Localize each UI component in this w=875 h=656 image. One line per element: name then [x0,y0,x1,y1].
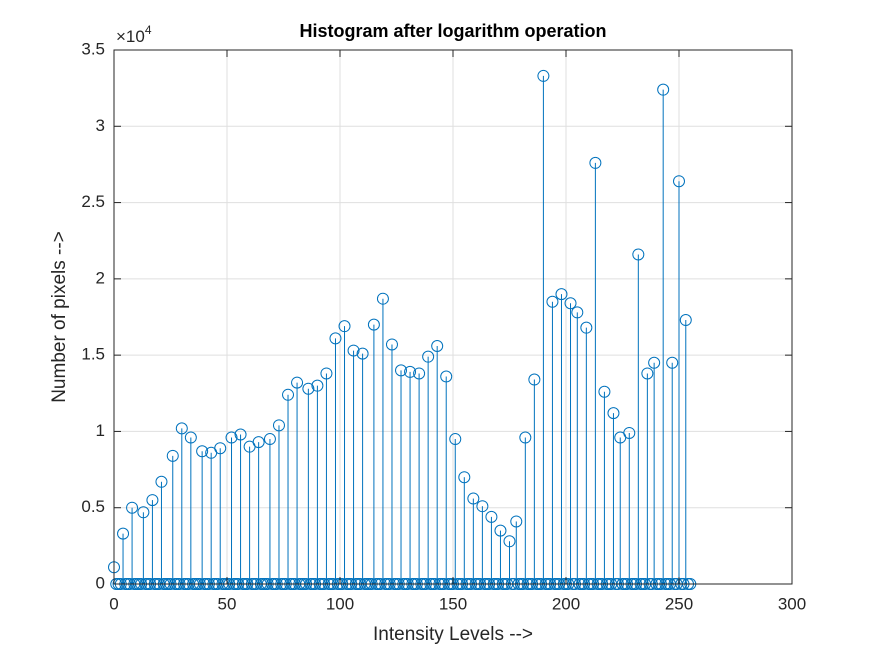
x-tick-label: 100 [326,594,354,613]
stem-marker [528,373,541,386]
stem-marker [632,248,645,261]
stem-marker [648,356,661,369]
stem-marker [214,442,227,455]
stem-marker [657,83,670,96]
stem-marker [476,500,489,513]
stem-marker [494,524,507,537]
y-tick-label: 0.5 [81,497,105,516]
chart-title: Histogram after logarithm operation [299,21,606,41]
stem-marker [580,321,593,334]
stem-marker [673,175,685,188]
stem-marker [311,379,324,392]
stem-marker [467,492,480,505]
y-axis-label: Number of pixels --> [49,231,70,403]
stem-marker [546,295,559,308]
stem-marker [449,433,462,446]
y-exponent-power: 4 [145,23,152,37]
stem-marker [485,510,498,523]
stem-marker [175,422,188,435]
ticks: 0 50 100 150 200 250 300 0 0.5 1 1.5 2 2.5 3 3.5 [81,39,806,613]
y-tick-label: 3 [96,116,105,135]
stem-marker [510,515,523,528]
x-tick-label: 200 [552,594,580,613]
stem-marker [184,431,197,444]
x-tick-label: 0 [109,594,118,613]
stem-marker [422,350,435,363]
x-tick-label: 150 [439,594,467,613]
stem-marker [272,419,285,432]
stem-marker [234,428,247,441]
stem-marker [666,356,679,369]
y-exponent-base: ×10 [116,27,145,46]
y-tick-label: 0 [96,573,105,592]
stem-marker [137,506,150,519]
stem-marker [385,338,398,351]
stem-marker [503,535,516,548]
y-tick-label: 1.5 [81,345,105,364]
stem-marker [537,69,550,82]
stem-marker [338,320,351,333]
x-axis-label: Intensity Levels --> [373,624,533,645]
stem-marker [252,436,265,449]
x-tick-label: 300 [778,594,806,613]
stem-marker [367,318,380,331]
stem-marker [302,382,315,395]
y-tick-label: 2.5 [81,192,105,211]
stem-marker [376,292,389,305]
stem-marker [641,367,654,380]
stem-marker [329,332,342,345]
y-tick-label: 2 [96,268,105,287]
stem-marker [225,431,238,444]
stem-marker [431,339,444,352]
stem-marker [458,471,471,484]
stem-marker [589,156,602,169]
stem-marker [282,388,295,401]
y-tick-label: 3.5 [81,39,105,58]
stem-marker [395,364,408,377]
stem-marker [117,527,130,540]
stem-marker [146,494,159,507]
stem-marker [196,445,209,458]
stem-marker [166,449,179,462]
stem-marker [320,367,333,380]
stem-marker [623,426,636,439]
stem-marker [291,376,304,389]
y-tick-label: 1 [96,421,105,440]
x-tick-label: 50 [218,594,237,613]
x-tick-label: 250 [665,594,693,613]
stem-marker [413,367,426,380]
stem-marker [263,433,276,446]
stem-marker [679,314,692,327]
stem-marker [356,347,369,360]
stem-marker [598,385,611,398]
stem-marker [155,475,168,488]
stem-marker [555,288,568,301]
stem-marker [571,306,584,319]
stem-marker [519,431,532,444]
stem-marker [404,365,417,378]
stem-marker [347,344,360,357]
y-exponent: ×104 [116,23,152,46]
stem-marker [564,297,577,310]
stem-marker [440,370,453,383]
stem-marker [126,501,139,514]
stem-marker [607,407,620,420]
